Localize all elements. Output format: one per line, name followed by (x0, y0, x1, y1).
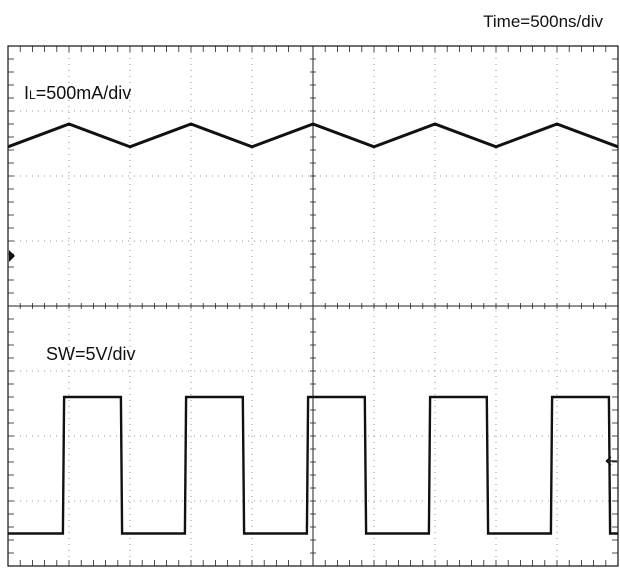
waveform-sw (8, 395, 618, 535)
sw-channel-label: SW=5V/div (46, 344, 136, 364)
scope-grid (7, 45, 619, 567)
scope-channel-labels: IL=500mA/div SW=5V/div (24, 83, 136, 364)
ground-marker-ch1 (9, 250, 15, 262)
scope-waveforms (7, 122, 619, 535)
waveform-il (7, 122, 619, 149)
time-scale-label: Time=500ns/div (483, 12, 603, 31)
il-channel-label: IL=500mA/div (24, 83, 131, 103)
trigger-level-marker (605, 456, 617, 466)
